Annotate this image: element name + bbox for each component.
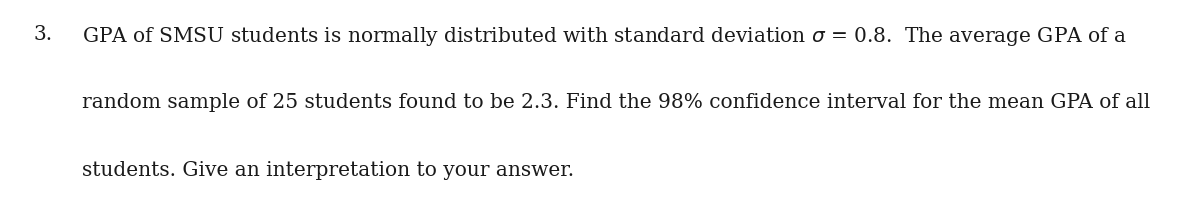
Text: random sample of 25 students found to be 2.3. Find the 98% confidence interval f: random sample of 25 students found to be…	[82, 93, 1150, 112]
Text: GPA of SMSU students is normally distributed with standard deviation $\sigma$ = : GPA of SMSU students is normally distrib…	[82, 25, 1127, 48]
Text: 3.: 3.	[34, 25, 53, 44]
Text: students. Give an interpretation to your answer.: students. Give an interpretation to your…	[82, 161, 574, 180]
